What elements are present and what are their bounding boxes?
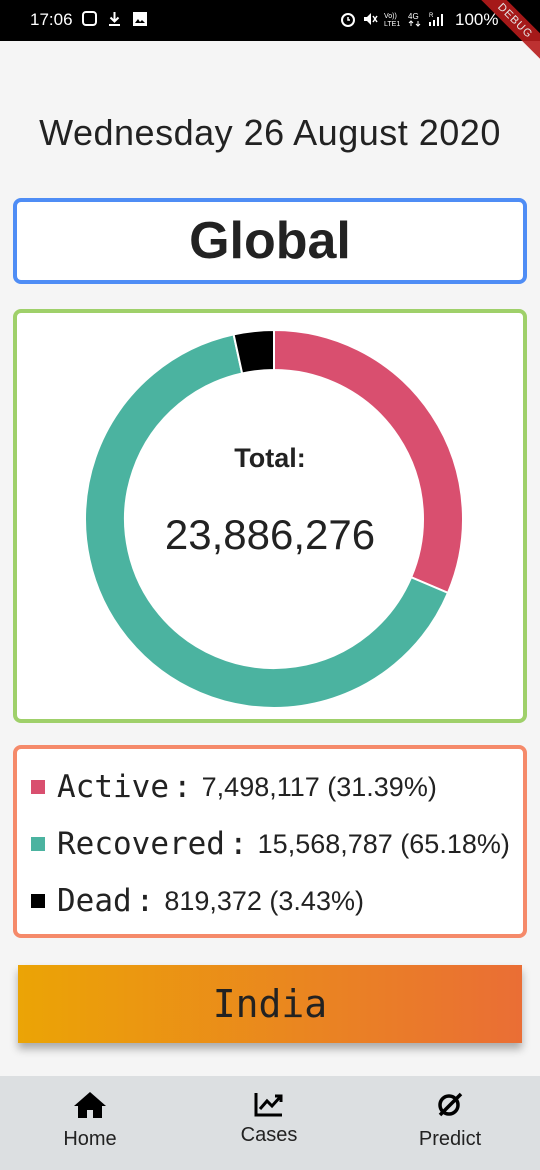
region-title: Global [189,212,351,270]
status-time: 17:06 [30,10,73,29]
predict-icon [438,1092,463,1117]
legend-value-recovered: 15,568,787 (65.18%) [257,828,510,859]
svg-text:R: R [429,13,434,19]
4g-icon: 4G [408,12,421,27]
volte-icon: Vo))LTE1 [384,13,400,27]
legend-value-active: 7,498,117 (31.39%) [201,771,437,802]
status-battery: 100% [455,10,499,29]
legend-swatch-recovered [31,837,45,851]
nav-cases[interactable]: Cases [199,1076,339,1170]
status-right-icons: Vo)) LTE1 4G R [340,11,444,27]
gallery-icon [133,12,147,26]
bottom-nav: Home Cases Predict [0,1076,540,1170]
nav-home-label: Home [63,1128,117,1150]
signal-icon: R [429,13,443,26]
trending-up-icon [254,1093,283,1117]
donut-slice-dead [232,328,275,375]
chart-card: Total: 23,886,276 [13,309,527,723]
india-button[interactable]: India [18,965,522,1043]
status-bar: 17:06 Vo)) LTE1 4G R 100% DEBUG [0,0,540,67]
home-icon [74,1092,106,1118]
legend-swatch-dead [31,894,45,908]
total-value: 23,886,276 [164,511,376,558]
legend-item-dead: Dead: 819,372 (3.43%) [31,883,364,919]
nav-home[interactable]: Home [20,1076,160,1170]
date-label: Wednesday 26 August 2020 [39,112,501,153]
instagram-icon [82,11,97,26]
donut-chart [84,328,464,709]
legend-value-dead: 819,372 (3.43%) [164,885,364,916]
legend-item-active: Active: 7,498,117 (31.39%) [31,769,437,805]
svg-text:4G: 4G [408,12,419,21]
nav-predict-label: Predict [418,1128,482,1150]
legend-name-active: Active [57,769,169,805]
status-left-icons [82,11,148,27]
legend-card: Active: 7,498,117 (31.39%) Recovered: 15… [13,745,527,938]
total-label: Total: [234,443,306,473]
donut-slice-recovered [84,333,450,709]
india-button-label: India [212,982,328,1026]
download-icon [109,12,120,26]
svg-text:LTE1: LTE1 [384,21,400,27]
svg-text:Vo)): Vo)) [384,13,397,20]
nav-predict[interactable]: Predict [380,1076,520,1170]
legend-swatch-active [31,780,45,794]
nav-cases-label: Cases [240,1124,298,1146]
region-box[interactable]: Global [13,198,527,284]
legend-name-dead: Dead [57,883,132,919]
legend-item-recovered: Recovered: 15,568,787 (65.18%) [31,826,510,862]
alarm-icon [341,13,355,27]
mute-icon [364,13,378,25]
legend-name-recovered: Recovered [57,826,225,862]
